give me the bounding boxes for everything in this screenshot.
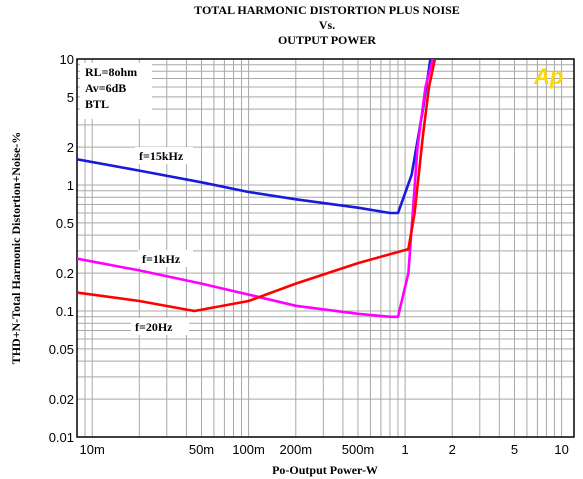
- y-tick-label: 0.02: [49, 392, 74, 407]
- y-axis-label: THD+N-Total Harmonic Distortion+Noise-%: [9, 132, 23, 365]
- plot-frame: [76, 58, 575, 438]
- condition-btl: BTL: [85, 97, 109, 111]
- y-tick-label: 0.5: [56, 216, 74, 231]
- y-tick-label: 0.1: [56, 304, 74, 319]
- y-tick-labels: 10 5 2 1 0.5 0.2 0.1 0.05 0.02 0.01: [49, 52, 74, 445]
- x-tick-labels: 10m 50m 100m 200m 500m 1 2 5 10: [80, 442, 569, 457]
- y-tick-label: 1: [67, 178, 74, 193]
- x-tick-label: 5: [511, 442, 518, 457]
- y-tick-label: 10: [60, 52, 74, 67]
- ap-logo-text: Ap: [533, 64, 563, 89]
- series-label-15khz: f=15kHz: [139, 149, 184, 163]
- label-bg-15khz: [135, 147, 193, 164]
- series-lines: [77, 59, 437, 319]
- label-bg-1khz: [138, 250, 193, 267]
- x-tick-label: 200m: [280, 442, 313, 457]
- ap-logo: Ap: [533, 64, 563, 89]
- x-tick-label: 500m: [342, 442, 375, 457]
- chart-title-line-1: TOTAL HARMONIC DISTORTION PLUS NOISE: [194, 3, 460, 17]
- grid-lines: [77, 59, 574, 437]
- x-tick-label: 50m: [189, 442, 214, 457]
- series-line-f-1khz: [77, 59, 434, 319]
- y-tick-label: 0.05: [49, 342, 74, 357]
- series-label-1khz: f=1kHz: [142, 252, 181, 266]
- chart-title-line-2: Vs.: [319, 18, 335, 32]
- y-tick-label: 0.2: [56, 266, 74, 281]
- condition-rl: RL=8ohm: [85, 65, 137, 79]
- x-tick-label: 10m: [80, 442, 105, 457]
- x-tick-label: 2: [449, 442, 456, 457]
- x-tick-label: 10: [554, 442, 568, 457]
- chart-title-line-3: OUTPUT POWER: [278, 33, 376, 47]
- y-tick-label: 5: [67, 90, 74, 105]
- label-bg-20hz: [131, 318, 189, 335]
- conditions-box: [80, 63, 152, 119]
- x-axis-label: Po-Output Power-W: [272, 463, 378, 477]
- y-tick-label: 2: [67, 140, 74, 155]
- series-line-f-15khz: [77, 59, 432, 215]
- condition-av: Av=6dB: [85, 81, 126, 95]
- series-line-f-20hz: [77, 59, 437, 313]
- x-tick-label: 100m: [232, 442, 265, 457]
- y-tick-label: 0.01: [49, 430, 74, 445]
- series-label-20hz: f=20Hz: [135, 320, 173, 334]
- x-tick-label: 1: [401, 442, 408, 457]
